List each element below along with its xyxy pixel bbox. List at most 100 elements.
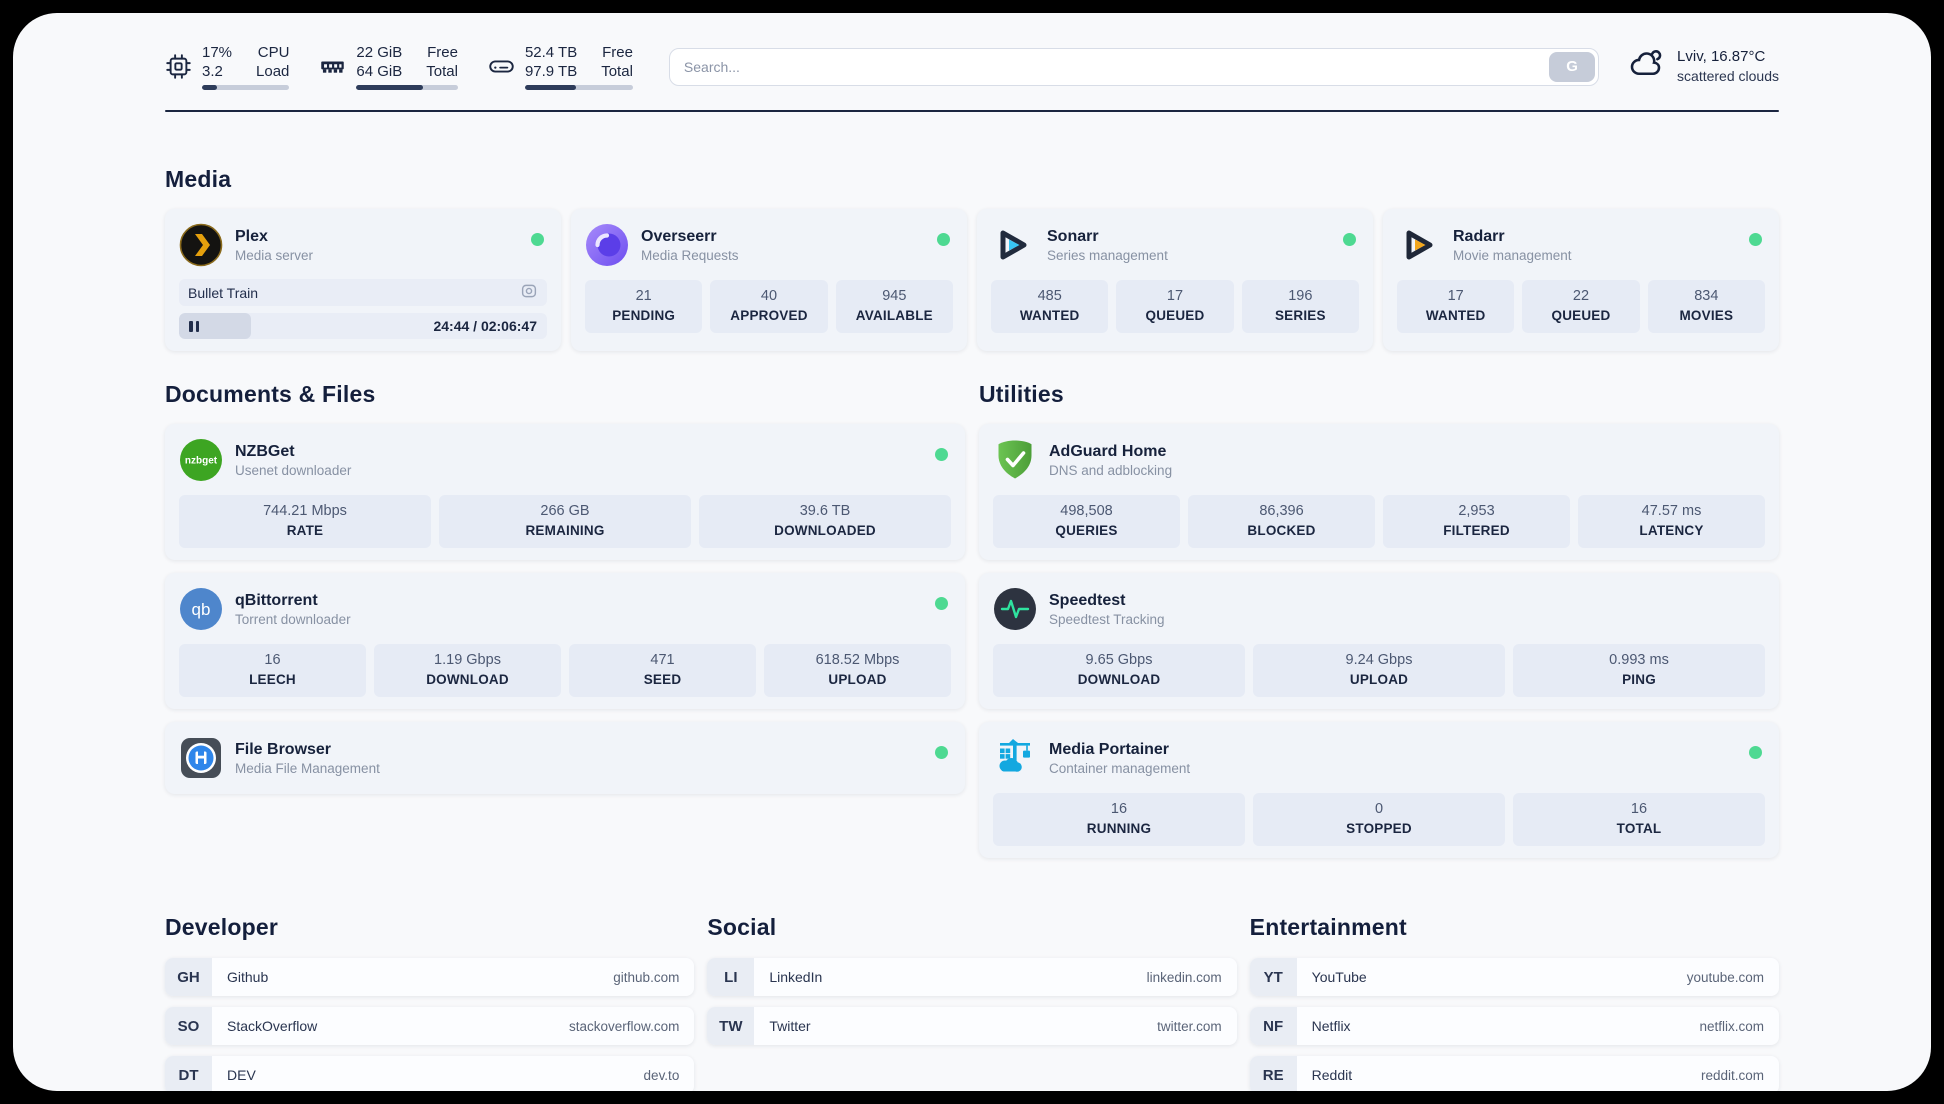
app-card-qbittorrent[interactable]: qb qBittorrent Torrent downloader 16 LEEC… [165, 573, 965, 709]
weather-condition: scattered clouds [1677, 68, 1779, 84]
pause-icon[interactable] [189, 320, 199, 332]
memory-stat: 22 GiB Free 64 GiB Total [319, 43, 458, 90]
bookmark-name: Github [227, 969, 269, 985]
stat-available: 945 AVAILABLE [835, 280, 953, 333]
status-online-dot [1749, 233, 1762, 246]
stat-download: 9.65 Gbps DOWNLOAD [993, 644, 1245, 697]
stat-filtered: 2,953 FILTERED [1383, 495, 1570, 548]
bookmark-name: DEV [227, 1067, 256, 1083]
stat-approved: 40 APPROVED [710, 280, 828, 333]
memory-icon [319, 53, 346, 80]
bookmark-name: Twitter [769, 1018, 811, 1034]
stat-running: 16 RUNNING [993, 793, 1245, 846]
bookmark-abbr: TW [707, 1007, 755, 1045]
bookmark-url: reddit.com [1700, 1067, 1764, 1083]
weather-location-temp: Lviv, 16.87°C [1677, 48, 1766, 65]
disk-progress-bar [524, 85, 633, 90]
now-playing-title: Bullet Train [188, 284, 259, 301]
app-description: Movie management [1453, 247, 1572, 263]
search-input[interactable] [668, 47, 1600, 86]
bookmark-reddit[interactable]: RE Reddit reddit.com [1249, 1056, 1779, 1091]
bookmark-linkedin[interactable]: LI LinkedIn linkedin.com [707, 958, 1237, 996]
playback-progress-bar[interactable]: 24:44 / 02:06:47 [179, 313, 547, 339]
app-card-plex[interactable]: Plex Media server Bullet Train 24:44 / 0… [165, 209, 561, 351]
app-description: DNS and adblocking [1049, 462, 1173, 478]
cpu-icon [165, 53, 192, 80]
stat-ping: 0.993 ms PING [1513, 644, 1765, 697]
cloud-icon [1629, 46, 1665, 87]
stat-series: 196 SERIES [1241, 280, 1359, 333]
bookmark-github[interactable]: GH Github github.com [165, 958, 695, 996]
bookmark-dev[interactable]: DT DEV dev.to [165, 1056, 695, 1091]
memory-progress-bar [356, 85, 458, 90]
app-name: File Browser [235, 740, 332, 758]
bookmark-twitter[interactable]: TW Twitter twitter.com [707, 1007, 1237, 1045]
bookmark-abbr: NF [1249, 1007, 1297, 1045]
app-card-speedtest[interactable]: Speedtest Speedtest Tracking 9.65 Gbps DO… [979, 573, 1779, 709]
stat-download: 1.19 Gbps DOWNLOAD [374, 644, 561, 697]
status-online-dot [1343, 233, 1356, 246]
app-card-filebrowser[interactable]: File Browser Media File Management [165, 722, 965, 794]
memory-total-label: Total [426, 63, 458, 80]
stat-rate: 744.21 Mbps RATE [179, 495, 431, 548]
disk-free: 52.4 TB [524, 44, 578, 61]
section-title-developer: Developer [165, 914, 279, 940]
now-playing-bar: Bullet Train [179, 279, 547, 306]
memory-free: 22 GiB [356, 44, 403, 61]
svg-text:qb: qb [192, 600, 211, 619]
sonarr-icon [991, 223, 1035, 267]
app-name: Media Portainer [1049, 740, 1170, 758]
bookmark-name: Reddit [1311, 1067, 1353, 1083]
stat-remaining: 266 GB REMAINING [439, 495, 691, 548]
qbittorrent-icon: qb [179, 587, 223, 631]
stat-latency: 47.57 ms LATENCY [1578, 495, 1765, 548]
app-card-adguard[interactable]: AdGuard Home DNS and adblocking 498,508 Q… [979, 424, 1779, 560]
app-description: Usenet downloader [235, 462, 352, 478]
app-description: Speedtest Tracking [1049, 611, 1165, 627]
camera-icon [520, 282, 538, 303]
radarr-icon [1397, 223, 1441, 267]
app-card-overseerr[interactable]: Overseerr Media Requests 21 PENDING 40 APP… [571, 209, 967, 351]
app-name: Overseerr [641, 227, 717, 245]
app-description: Series management [1047, 247, 1168, 263]
section-title-utilities: Utilities [979, 381, 1064, 407]
app-card-radarr[interactable]: Radarr Movie management 17 WANTED 22 QUEUE… [1383, 209, 1779, 351]
bookmark-url: linkedin.com [1146, 969, 1222, 985]
stat-stopped: 0 STOPPED [1253, 793, 1505, 846]
bookmark-url: twitter.com [1157, 1018, 1222, 1034]
search-engine-button[interactable]: G [1549, 51, 1596, 82]
plex-icon [179, 223, 223, 267]
stat-wanted: 485 WANTED [991, 280, 1109, 333]
app-name: Plex [235, 227, 268, 245]
section-title-media: Media [165, 166, 232, 192]
bookmark-abbr: SO [165, 1007, 212, 1045]
portainer-icon [993, 736, 1037, 780]
bookmark-abbr: YT [1249, 958, 1297, 996]
stat-downloaded: 39.6 TB DOWNLOADED [699, 495, 951, 548]
status-online-dot [1749, 746, 1762, 759]
bookmark-url: youtube.com [1686, 969, 1764, 985]
bookmark-netflix[interactable]: NF Netflix netflix.com [1249, 1007, 1779, 1045]
memory-free-label: Free [427, 44, 458, 61]
stat-upload: 9.24 Gbps UPLOAD [1253, 644, 1505, 697]
bookmark-url: github.com [613, 969, 680, 985]
cpu-percent: 17% [202, 44, 233, 61]
app-description: Container management [1049, 760, 1191, 776]
bookmark-abbr: GH [165, 958, 212, 996]
bookmark-name: YouTube [1311, 969, 1367, 985]
bookmark-youtube[interactable]: YT YouTube youtube.com [1249, 958, 1779, 996]
stat-pending: 21 PENDING [585, 280, 703, 333]
bookmark-abbr: RE [1249, 1056, 1297, 1091]
app-name: Radarr [1453, 227, 1505, 245]
status-online-dot [935, 746, 948, 759]
search-bar: G [668, 47, 1600, 86]
system-stats: 17% CPU 3.2 Load [165, 43, 633, 90]
app-card-nzbget[interactable]: nzbget NZBGet Usenet downloader 744.21 M… [165, 424, 965, 560]
app-card-portainer[interactable]: Media Portainer Container management 16 R… [979, 722, 1779, 858]
app-card-sonarr[interactable]: Sonarr Series management 485 WANTED 17 QUE… [977, 209, 1373, 351]
bookmark-stackoverflow[interactable]: SO StackOverflow stackoverflow.com [165, 1007, 695, 1045]
memory-total: 64 GiB [356, 63, 403, 80]
stat-queued: 22 QUEUED [1522, 280, 1640, 333]
status-online-dot [937, 233, 950, 246]
cpu-label: CPU [257, 44, 290, 61]
